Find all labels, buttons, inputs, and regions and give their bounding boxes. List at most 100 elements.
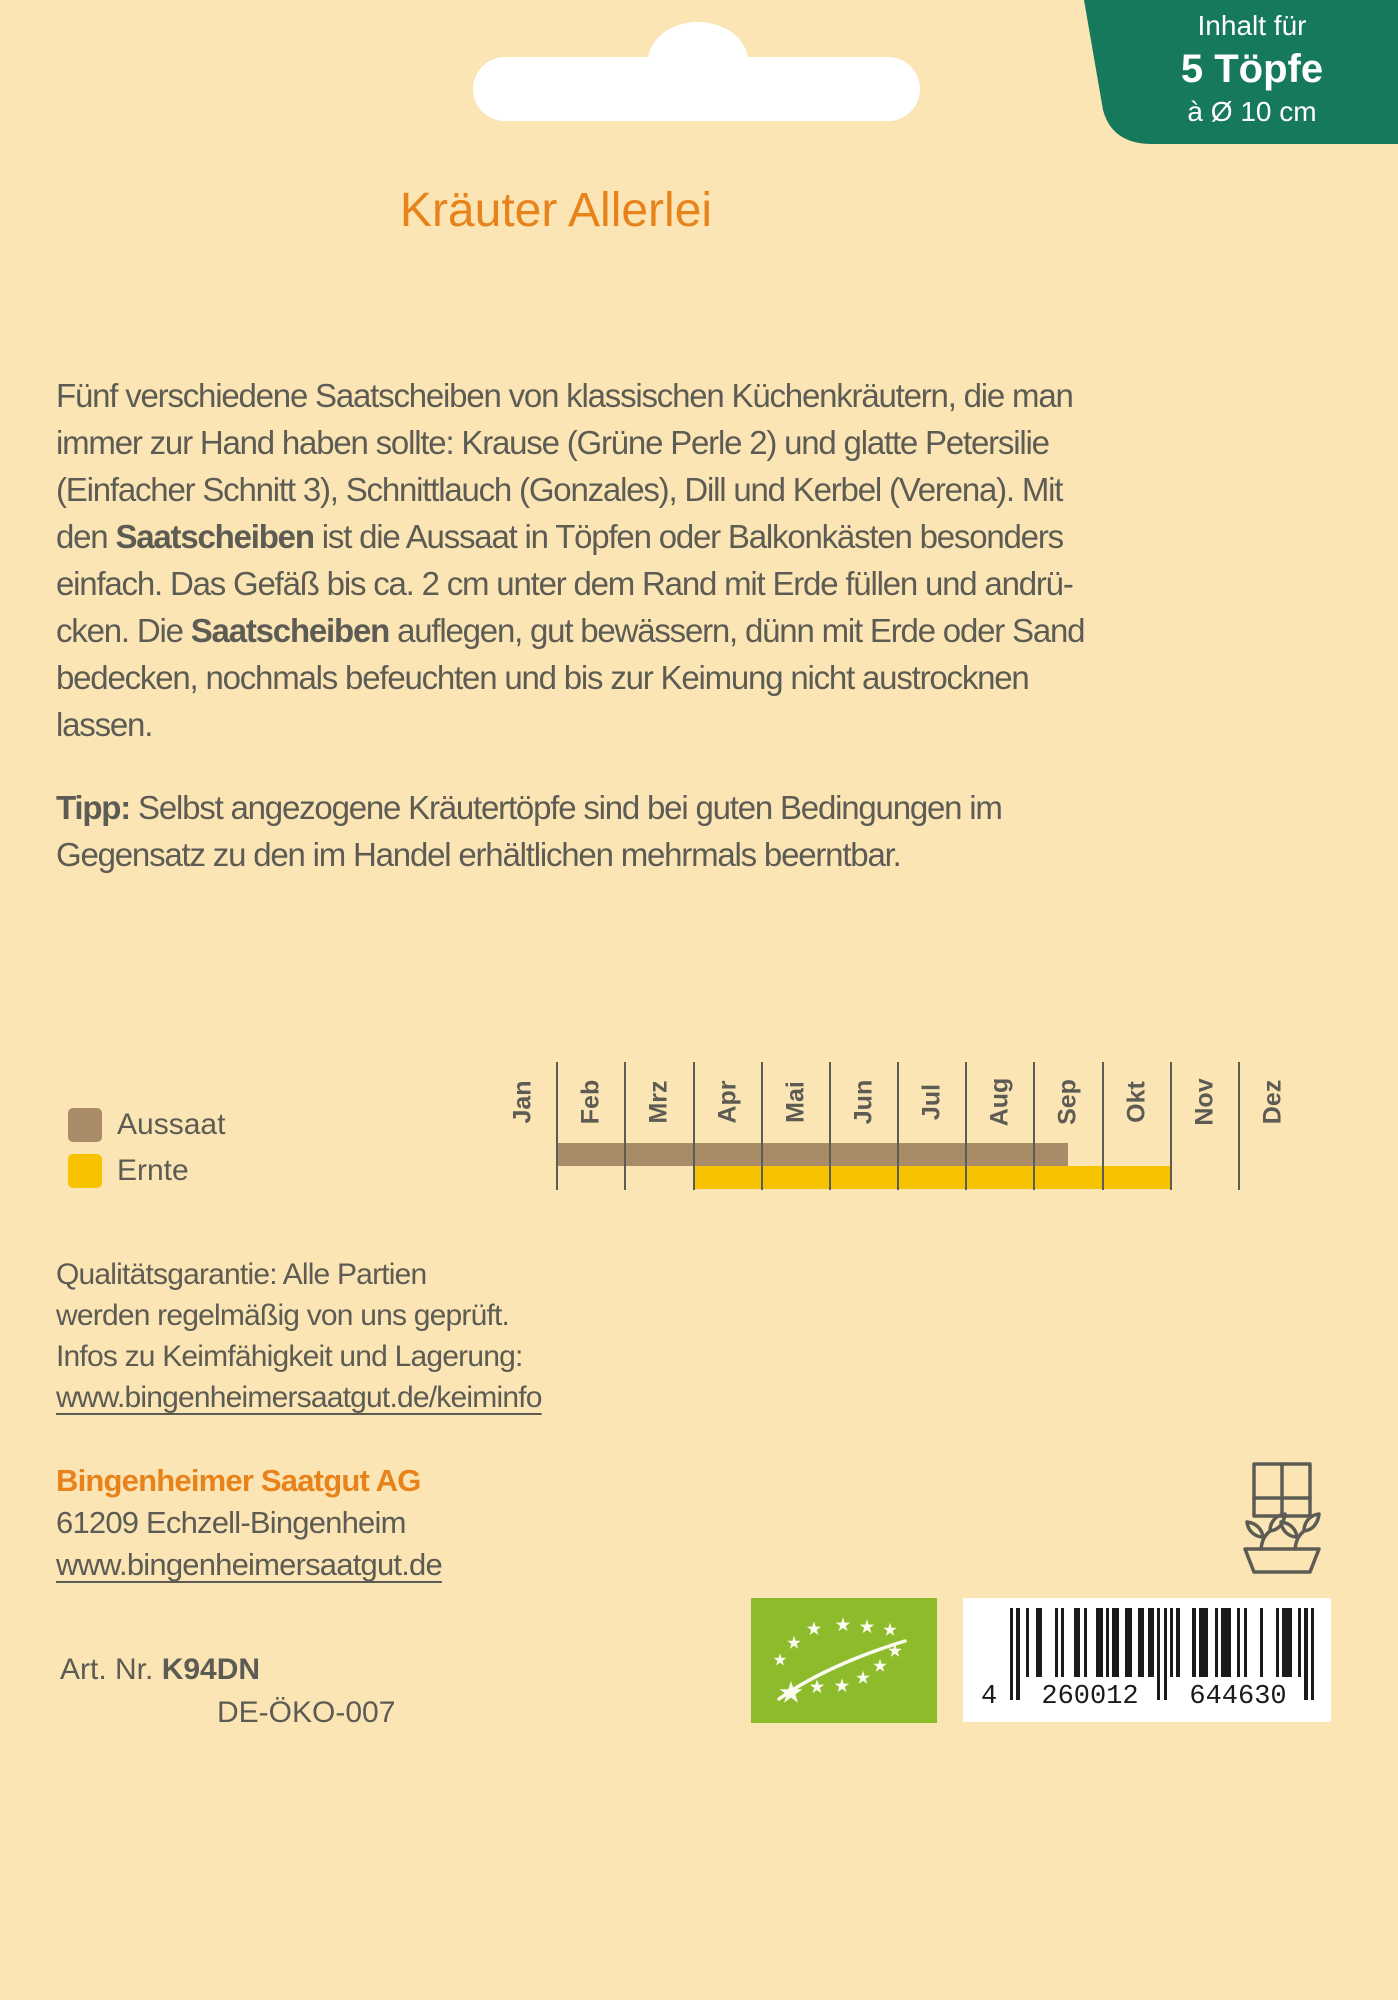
aussaat-bar bbox=[557, 1143, 1068, 1166]
barcode-bar bbox=[1147, 1608, 1154, 1677]
badge-line-3: à Ø 10 cm bbox=[1187, 96, 1317, 127]
barcode-bar bbox=[1138, 1608, 1145, 1677]
barcode-bar bbox=[1237, 1608, 1241, 1677]
article-number-label: Art. Nr. bbox=[60, 1653, 162, 1686]
barcode-bar bbox=[1112, 1608, 1119, 1677]
calendar-bars bbox=[490, 1062, 1306, 1190]
month-column-jan: Jan bbox=[490, 1062, 556, 1190]
barcode-digit-group: 644630 bbox=[1189, 1682, 1287, 1712]
sowing-calendar-chart: Jan Feb Mrz Apr Mai Jun Jul Aug Sep Okt Nov Dez bbox=[490, 1062, 1306, 1190]
company-address: 61209 Echzell-Bingenheim bbox=[56, 1505, 406, 1540]
barcode-digit-group: 260012 bbox=[1041, 1682, 1139, 1712]
month-column-apr: Apr bbox=[692, 1062, 761, 1190]
barcode-bar bbox=[1310, 1608, 1314, 1700]
quality-block: Qualitätsgarantie: Alle Partien werden r… bbox=[56, 1254, 542, 1418]
month-label: Mai bbox=[781, 1081, 810, 1123]
barcode-bar bbox=[1125, 1608, 1132, 1677]
content-badge: Inhalt für 5 Töpfe à Ø 10 cm bbox=[1056, 0, 1398, 144]
product-title: Kräuter Allerlei bbox=[399, 184, 713, 237]
badge-line-1: Inhalt für bbox=[1197, 10, 1307, 41]
description-line: cken. Die Saatscheiben auflegen, gut bew… bbox=[56, 612, 1086, 649]
month-label: Okt bbox=[1122, 1081, 1151, 1123]
legend-swatch bbox=[68, 1154, 102, 1188]
month-label: Jan bbox=[508, 1080, 537, 1124]
barcode-bar bbox=[1282, 1608, 1292, 1677]
barcode-bar bbox=[1010, 1608, 1014, 1700]
barcode-bar bbox=[1170, 1608, 1174, 1677]
barcode-bar bbox=[1061, 1608, 1065, 1677]
calendar-legend: Aussaat Ernte bbox=[68, 1108, 225, 1200]
month-label: Jul bbox=[917, 1083, 946, 1121]
barcode-bar bbox=[1054, 1608, 1058, 1677]
barcode-bar bbox=[1176, 1608, 1180, 1677]
month-label: Jun bbox=[849, 1079, 878, 1125]
barcode-bar bbox=[1157, 1608, 1161, 1700]
month-label: Sep bbox=[1053, 1079, 1082, 1125]
eu-organic-logo bbox=[751, 1598, 937, 1728]
barcode-bar bbox=[1016, 1608, 1020, 1700]
company-block: Bingenheimer Saatgut AG 61209 Echzell-Bi… bbox=[56, 1460, 443, 1586]
barcode-bar bbox=[1083, 1608, 1087, 1677]
description-line: bedecken, nochmals befeuchten und bis zu… bbox=[56, 659, 1030, 696]
description-line: den Saatscheiben ist die Aussaat in Töpf… bbox=[56, 518, 1064, 555]
barcode-bar bbox=[1074, 1608, 1081, 1677]
legend-swatch bbox=[68, 1108, 102, 1142]
tip-line: Tipp: Selbst angezogene Kräutertöpfe sin… bbox=[56, 789, 1003, 826]
barcode-bar bbox=[1275, 1608, 1279, 1677]
month-column-sep: Sep bbox=[1033, 1062, 1101, 1190]
month-label: Nov bbox=[1190, 1078, 1219, 1126]
quality-line: werden regelmäßig von uns geprüft. bbox=[56, 1299, 510, 1332]
quality-line: Qualitätsgarantie: Alle Partien bbox=[56, 1258, 427, 1291]
month-column-nov: Nov bbox=[1169, 1062, 1238, 1190]
description-line: immer zur Hand haben sollte: Krause (Grü… bbox=[56, 424, 1050, 461]
month-column-jun: Jun bbox=[828, 1062, 897, 1190]
barcode-bar bbox=[1035, 1608, 1042, 1677]
barcode-bar bbox=[1163, 1608, 1167, 1700]
quality-line: Infos zu Keimfähigkeit und Lagerung: bbox=[56, 1340, 523, 1373]
legend-label: Aussaat bbox=[117, 1108, 226, 1141]
keiminfo-link[interactable]: www.bingenheimersaatgut.de/keiminfo bbox=[56, 1381, 542, 1414]
barcode-bar bbox=[1096, 1608, 1103, 1677]
barcode-bar bbox=[1298, 1608, 1302, 1677]
tip-line: Gegensatz zu den im Handel erhältlichen … bbox=[56, 836, 902, 873]
barcode-bar bbox=[1192, 1608, 1196, 1677]
month-label: Feb bbox=[576, 1079, 605, 1125]
legend-row-aussaat: Aussaat bbox=[68, 1108, 225, 1142]
barcode-bar bbox=[1026, 1608, 1030, 1677]
barcode-digit-group: 4 bbox=[981, 1682, 998, 1712]
legend-label: Ernte bbox=[117, 1154, 189, 1187]
eco-control-code: DE-ÖKO-007 bbox=[217, 1696, 396, 1729]
hang-hole bbox=[473, 57, 920, 121]
description-line: (Einfacher Schnitt 3), Schnittlauch (Gon… bbox=[56, 471, 1063, 508]
badge-shape bbox=[1084, 0, 1398, 144]
month-row: Jan Feb Mrz Apr Mai Jun Jul Aug Sep Okt Nov Dez bbox=[490, 1062, 1306, 1190]
barcode-digits: 4 260012 644630 bbox=[963, 1682, 1331, 1712]
description-line: lassen. bbox=[56, 706, 153, 743]
month-column-mrz: Mrz bbox=[624, 1062, 692, 1190]
description-line: einfach. Das Gefäß bis ca. 2 cm unter de… bbox=[56, 565, 1074, 602]
month-label: Mrz bbox=[644, 1080, 673, 1124]
month-label: Apr bbox=[713, 1080, 742, 1124]
barcode-bar bbox=[1259, 1608, 1263, 1677]
barcode-bar bbox=[1214, 1608, 1218, 1677]
article-number: K94DN bbox=[161, 1653, 261, 1686]
tip-text: Tipp: Selbst angezogene Kräutertöpfe sin… bbox=[56, 784, 1003, 878]
barcode: 4 260012 644630 bbox=[963, 1598, 1331, 1722]
barcode-bar bbox=[1198, 1608, 1209, 1677]
month-column-jul: Jul bbox=[897, 1062, 965, 1190]
description-text: Fünf verschiedene Saatscheiben von klass… bbox=[56, 372, 1086, 748]
month-column-dez: Dez bbox=[1237, 1062, 1306, 1190]
ernte-bar bbox=[694, 1166, 1170, 1189]
barcode-bar bbox=[1304, 1608, 1308, 1700]
company-website-link[interactable]: www.bingenheimersaatgut.de bbox=[56, 1547, 443, 1582]
window-box-icon bbox=[1237, 1462, 1327, 1579]
month-column-mai: Mai bbox=[760, 1062, 829, 1190]
month-column-okt: Okt bbox=[1101, 1062, 1170, 1190]
barcode-bar bbox=[1106, 1608, 1110, 1677]
month-label: Aug bbox=[985, 1077, 1014, 1127]
badge-line-2: 5 Töpfe bbox=[1180, 47, 1324, 91]
article-number-line: Art. Nr. K94DN bbox=[60, 1653, 260, 1687]
month-label: Dez bbox=[1258, 1079, 1287, 1125]
month-column-aug: Aug bbox=[965, 1062, 1033, 1190]
